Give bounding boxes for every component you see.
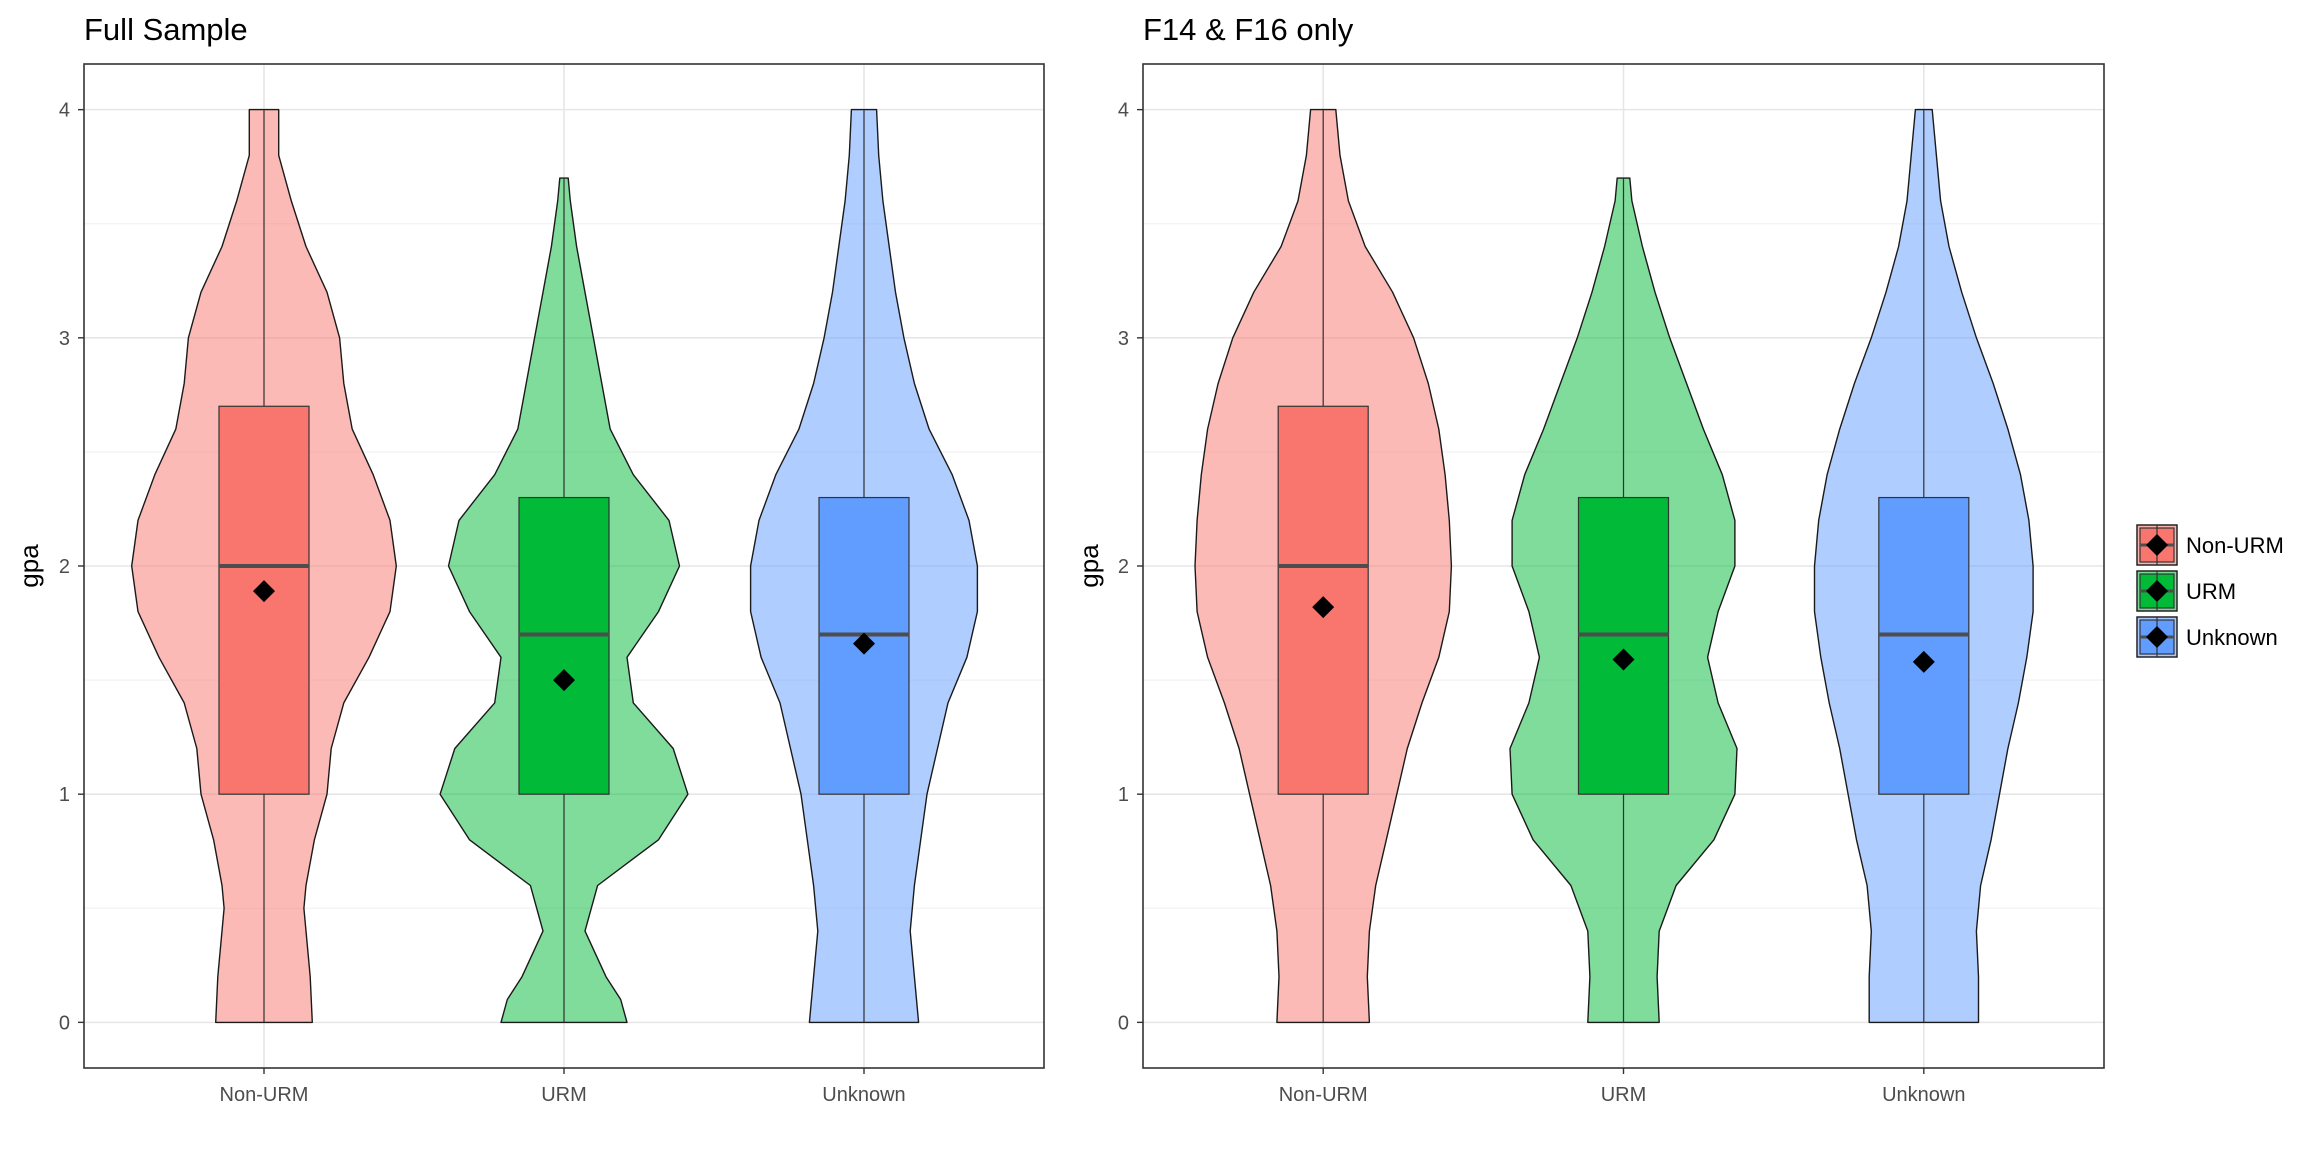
mean-point [853,632,875,655]
x-tick-label: Unknown [1882,1084,1965,1106]
legend-key-mean [2146,626,2168,648]
panel-1: 0 1 2 3 4 Non-URM URM Unknown Full Sample gpa [14,12,1045,1106]
legend-item: Non-URM [2136,524,2284,566]
y-tick-label: 1 [1118,784,1129,806]
y-tick-label: 4 [59,100,70,122]
x-tick-label: Unknown [822,1084,905,1106]
legend-key-mean [2146,580,2168,602]
legend-item: Unknown [2136,616,2278,658]
mean-point [1612,648,1635,671]
y-tick-label: 3 [59,328,70,350]
x-tick-label: URM [541,1084,587,1106]
x-tick-label: Non-URM [1279,1084,1368,1106]
x-tick-label: URM [1601,1084,1647,1106]
y-tick-label: 3 [1118,328,1129,350]
x-tick-label: Non-URM [220,1084,309,1106]
y-axis-label: gpa [14,544,44,588]
mean-point [253,580,275,603]
legend-label: Non-URM [2186,533,2284,558]
y-tick-label: 0 [1118,1012,1129,1034]
y-tick-label: 0 [59,1012,70,1034]
panel-2: 0 1 2 3 4 Non-URM URM Unknown F14 & F16 only gpa [1074,12,2105,1106]
mean-point [1912,650,1935,673]
mean-point [553,669,575,692]
legend-item: URM [2136,570,2236,612]
legend-label: Unknown [2186,625,2278,650]
legend: Non-URM URM Unknown [2136,524,2284,658]
y-tick-label: 2 [59,556,70,578]
y-tick-label: 2 [1118,556,1129,578]
mean-point [1312,596,1335,619]
legend-label: URM [2186,579,2236,604]
y-axis-label: gpa [1074,544,1104,588]
box-urm [1577,496,1670,795]
y-tick-label: 4 [1118,100,1129,122]
panel-title: Full Sample [84,12,248,47]
y-tick-label: 1 [59,784,70,806]
box-urm [518,496,610,795]
panel-title: F14 & F16 only [1143,12,1354,47]
box-unknown [1878,496,1970,795]
legend-key-mean [2146,534,2168,556]
